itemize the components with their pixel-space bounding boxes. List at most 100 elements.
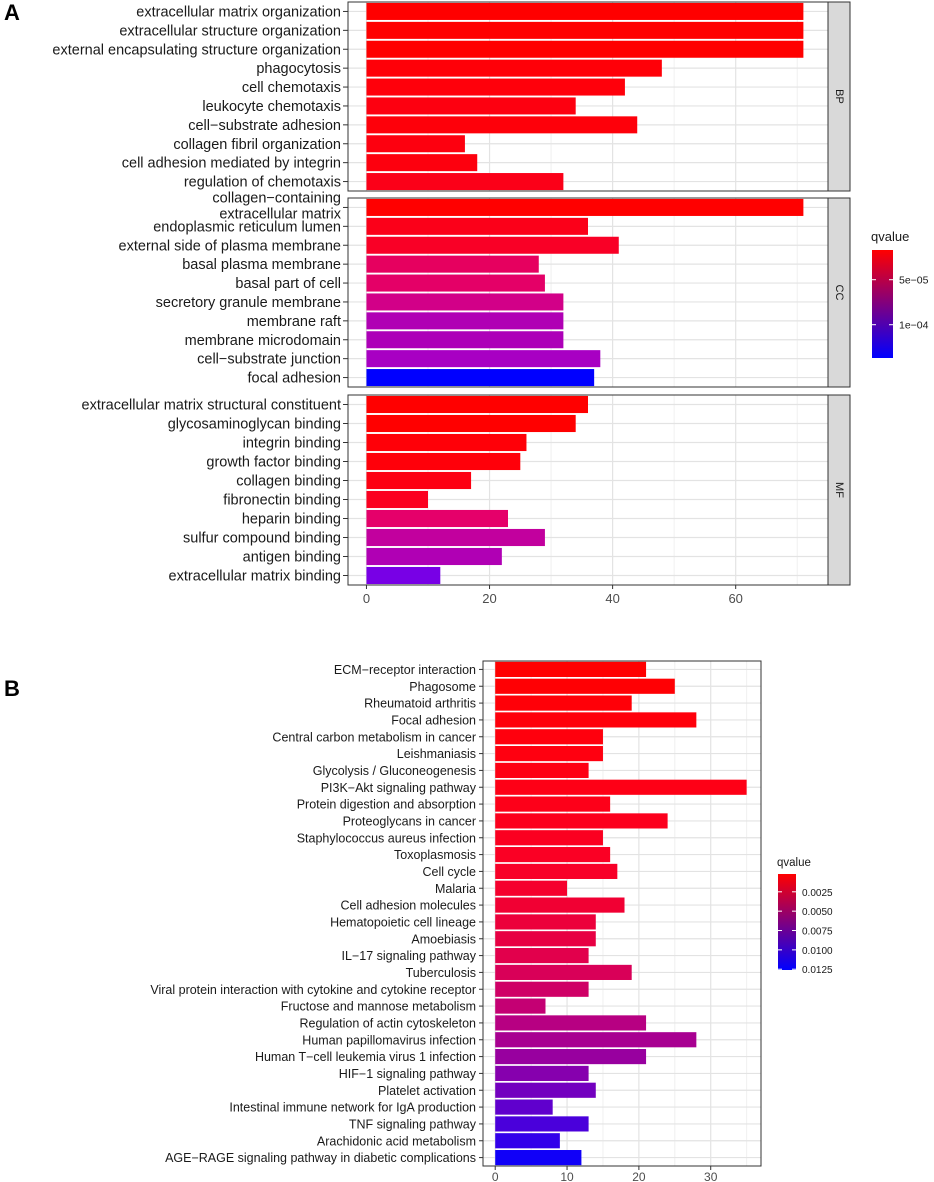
bar bbox=[495, 796, 611, 812]
x-tick-label: 20 bbox=[632, 1170, 646, 1182]
category-label: IL−17 signaling pathway bbox=[342, 949, 477, 963]
panel-background bbox=[483, 661, 761, 1166]
bar bbox=[366, 566, 441, 585]
category-label: collagen fibril organization bbox=[173, 137, 341, 153]
bar bbox=[495, 1032, 697, 1048]
bar bbox=[495, 998, 546, 1014]
x-tick-label: 10 bbox=[560, 1170, 574, 1182]
category-label-line: collagen−containing bbox=[212, 190, 341, 206]
facet-strip bbox=[827, 197, 851, 388]
x-tick-label: 0 bbox=[363, 591, 370, 606]
category-label: Cell cycle bbox=[423, 865, 477, 879]
category-label: regulation of chemotaxis bbox=[184, 175, 341, 191]
category-label: extracellular matrix structural constitu… bbox=[82, 398, 342, 414]
category-label: ECM−receptor interaction bbox=[334, 663, 476, 677]
category-label: Arachidonic acid metabolism bbox=[317, 1134, 476, 1148]
category-label: Intestinal immune network for IgA produc… bbox=[229, 1101, 476, 1115]
category-label: endoplasmic reticulum lumen bbox=[153, 219, 341, 235]
category-label: TNF signaling pathway bbox=[349, 1117, 477, 1131]
category-label: Proteoglycans in cancer bbox=[343, 814, 476, 828]
category-label: Platelet activation bbox=[378, 1084, 476, 1098]
category-label: Amoebiasis bbox=[411, 932, 476, 946]
category-label: Phagosome bbox=[409, 680, 476, 694]
facet-strip bbox=[827, 394, 851, 586]
bar bbox=[495, 1116, 589, 1132]
bar bbox=[366, 40, 804, 58]
bar bbox=[495, 813, 668, 829]
bar bbox=[495, 1015, 647, 1031]
category-label: growth factor binding bbox=[206, 455, 341, 471]
bar bbox=[495, 678, 675, 694]
bar bbox=[495, 964, 632, 980]
category-label: Cell adhesion molecules bbox=[341, 899, 477, 913]
bar bbox=[366, 433, 527, 452]
bar bbox=[366, 59, 662, 77]
bar bbox=[366, 236, 619, 254]
bar bbox=[495, 712, 697, 728]
bar bbox=[495, 847, 611, 863]
category-label: Malaria bbox=[435, 882, 476, 896]
bar bbox=[495, 661, 647, 677]
category-label: Toxoplasmosis bbox=[394, 848, 476, 862]
bar bbox=[495, 1049, 647, 1065]
x-tick-label: 0 bbox=[492, 1170, 499, 1182]
bar bbox=[366, 547, 502, 566]
category-label: extracellular structure organization bbox=[119, 23, 341, 39]
bar bbox=[495, 695, 632, 711]
bar bbox=[366, 78, 625, 96]
category-label-line: extracellular matrix bbox=[219, 206, 341, 222]
bar bbox=[495, 948, 589, 964]
category-label: Central carbon metabolism in cancer bbox=[272, 730, 476, 744]
x-tick-label: 40 bbox=[605, 591, 619, 606]
bar bbox=[366, 293, 564, 311]
category-label: sulfur compound binding bbox=[183, 531, 341, 547]
bar bbox=[366, 255, 539, 273]
bar bbox=[366, 116, 638, 134]
bar bbox=[366, 217, 588, 235]
panel-border bbox=[482, 660, 762, 1167]
category-label: integrin binding bbox=[243, 436, 341, 452]
category-label: extracellular matrix binding bbox=[169, 569, 341, 585]
bar bbox=[366, 528, 545, 547]
bar bbox=[495, 931, 596, 947]
bar bbox=[495, 981, 589, 997]
bar bbox=[366, 312, 564, 330]
category-label: Human papillomavirus infection bbox=[302, 1033, 476, 1047]
bar bbox=[366, 350, 601, 368]
category-label: cell adhesion mediated by integrin bbox=[122, 156, 341, 172]
legend-tick-label: 0.0125 bbox=[802, 965, 833, 976]
bar bbox=[495, 762, 589, 778]
category-label: extracellular matrix organization bbox=[136, 4, 341, 20]
category-label: Hematopoietic cell lineage bbox=[330, 915, 476, 929]
category-label: HIF−1 signaling pathway bbox=[339, 1067, 477, 1081]
x-tick-label: 30 bbox=[704, 1170, 718, 1182]
bar bbox=[366, 274, 545, 292]
category-label: antigen binding bbox=[243, 550, 341, 566]
bar bbox=[495, 863, 618, 879]
category-label: Tuberculosis bbox=[406, 966, 476, 980]
facet-strip-label: MF bbox=[833, 482, 845, 498]
category-label: cell chemotaxis bbox=[242, 80, 341, 96]
bar bbox=[366, 452, 521, 471]
legend-colorbar bbox=[872, 250, 893, 358]
legend-title: qvalue bbox=[777, 857, 811, 869]
bar bbox=[366, 331, 564, 349]
bar bbox=[366, 509, 508, 528]
category-label: membrane microdomain bbox=[185, 333, 341, 349]
bar bbox=[366, 198, 804, 216]
legend-tick-label: 1e−04 bbox=[899, 320, 929, 332]
category-label: cell−substrate junction bbox=[197, 352, 341, 368]
bar bbox=[366, 154, 478, 172]
bar bbox=[366, 414, 576, 433]
category-label: collagen−containing extracellular matrix bbox=[212, 190, 341, 222]
facet-cc: collagen−containing extracellular matrixe… bbox=[119, 190, 851, 388]
category-label: Focal adhesion bbox=[391, 713, 476, 727]
bar bbox=[495, 746, 603, 762]
bar bbox=[495, 1082, 596, 1098]
category-label: Staphylococcus aureus infection bbox=[297, 831, 476, 845]
bar bbox=[366, 369, 595, 387]
category-label: external side of plasma membrane bbox=[119, 238, 341, 254]
bar bbox=[495, 880, 568, 896]
category-label: PI3K−Akt signaling pathway bbox=[321, 781, 477, 795]
bar bbox=[366, 2, 804, 20]
